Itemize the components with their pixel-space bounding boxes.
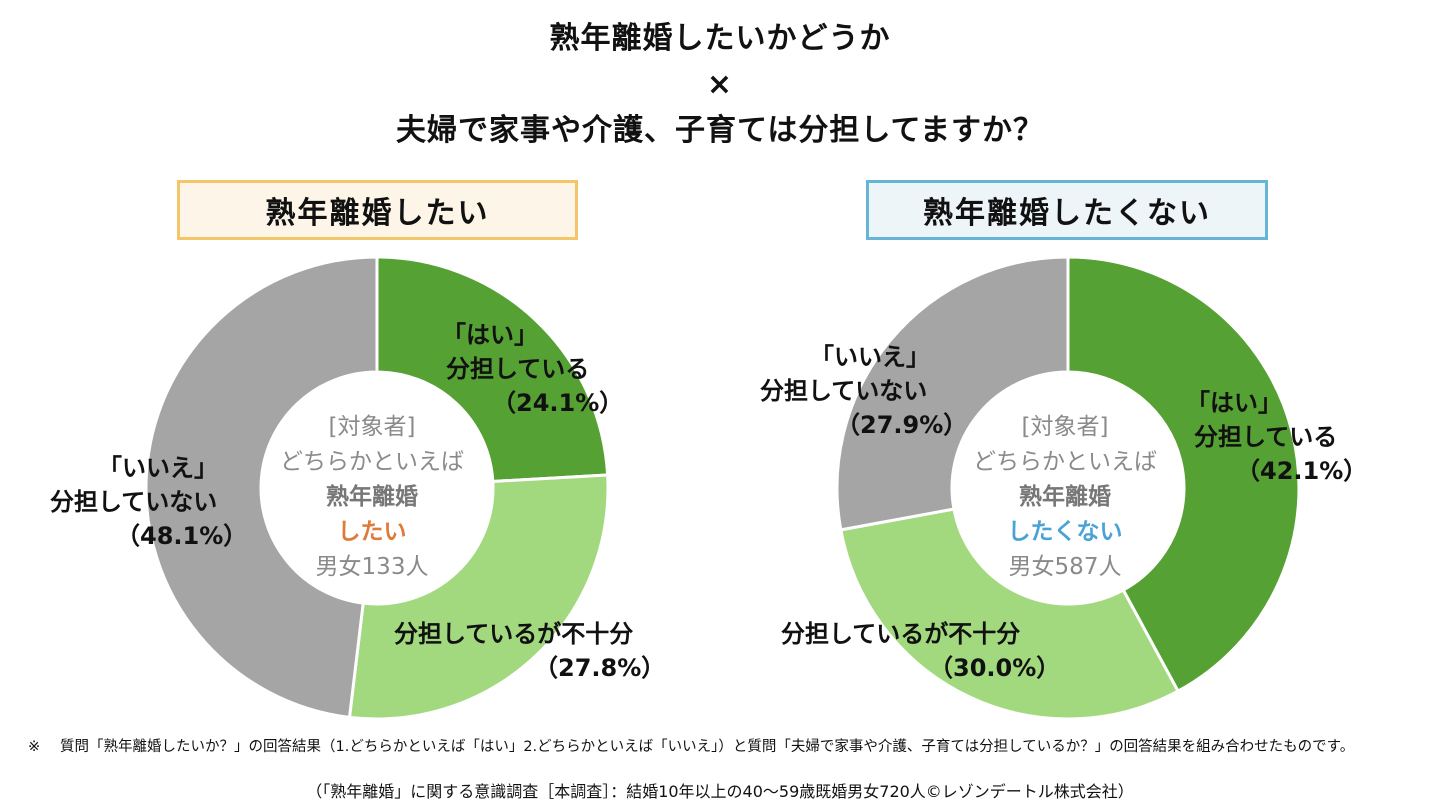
donut-slice-left-yes [375,255,610,484]
slice-name-bracket: 「はい」 [442,321,538,349]
slice-name: 分担していない [760,377,928,405]
slice-value-label: （42.1%） [1236,457,1368,485]
footnote-mark: ※ [28,739,41,755]
slice-label-left-no: 「いいえ」 分担していない （48.1%） [50,451,247,553]
center-count: 男女133人 [315,554,429,580]
donut-slice-right-insufficient [839,507,1181,721]
slice-label-right-insufficient: 分担しているが不十分 （30.0%） [781,617,1060,685]
center-target-desc: どちらかといえば [280,449,464,475]
source-note: （「熟年離婚」に関する意識調査［本調査］：結婚10年以上の40～59歳既婚男女7… [306,782,1134,801]
center-target-label: [対象者] [1021,414,1109,440]
donut-center-text-left: [対象者] どちらかといえば 熟年離婚 したい 男女133人 [262,410,482,585]
footnote: ※ 質問「熟年離婚したいか？」の回答結果（1.どちらかといえば「はい」2.どちら… [28,738,1418,756]
center-topic: 熟年離婚 [1019,484,1111,510]
slice-value-label: （27.9%） [836,411,968,439]
title-line-3: 夫婦で家事や介護、子育ては分担してますか？ [396,113,1044,148]
group-label-not-want-divorce: 熟年離婚したくない [866,180,1268,240]
slice-name: 分担していない [50,488,218,516]
slice-label-left-yes: 「はい」 分担している （24.1%） [442,318,623,420]
center-group: したくない [1007,519,1123,545]
slice-label-left-insufficient: 分担しているが不十分 （27.8%） [394,617,665,685]
slice-name: 分担しているが不十分 [781,620,1021,648]
donut-slice-right-yes [1066,255,1301,694]
center-target-label: [対象者] [328,414,416,440]
footnote-text: 質問「熟年離婚したいか？」の回答結果（1.どちらかといえば「はい」2.どちらかと… [60,739,1355,755]
slice-value-label: （24.1%） [492,389,624,417]
slice-label-right-yes: 「はい」 分担している （42.1%） [1186,386,1367,488]
slice-name: 分担している [1194,423,1338,451]
slice-name-bracket: 「いいえ」 [98,454,218,482]
donut-slice-left-no [144,255,379,720]
group-label-want-divorce: 熟年離婚したい [177,180,578,240]
donut-center-text-right: [対象者] どちらかといえば 熟年離婚 したくない 男女587人 [955,410,1175,585]
slice-name: 分担しているが不十分 [394,620,634,648]
title-line-2: × [706,67,734,102]
slice-value-label: （27.8%） [534,654,666,682]
chart-title: 熟年離婚したいかどうか × 夫婦で家事や介護、子育ては分担してますか？ [0,16,1440,154]
donut-slice-right-no [835,255,1070,532]
slice-name: 分担している [446,355,590,383]
title-line-1: 熟年離婚したいかどうか [549,21,891,56]
slice-label-right-no: 「いいえ」 分担していない （27.9%） [760,340,967,442]
center-group: したい [337,519,407,545]
slice-name-bracket: 「はい」 [1186,389,1282,417]
center-target-desc: どちらかといえば [973,449,1157,475]
slice-name-bracket: 「いいえ」 [810,343,930,371]
donut-slice-left-insufficient [347,473,610,721]
slice-value-label: （48.1%） [116,522,248,550]
center-topic: 熟年離婚 [326,484,418,510]
slice-value-label: （30.0%） [929,654,1061,682]
center-count: 男女587人 [1008,554,1122,580]
